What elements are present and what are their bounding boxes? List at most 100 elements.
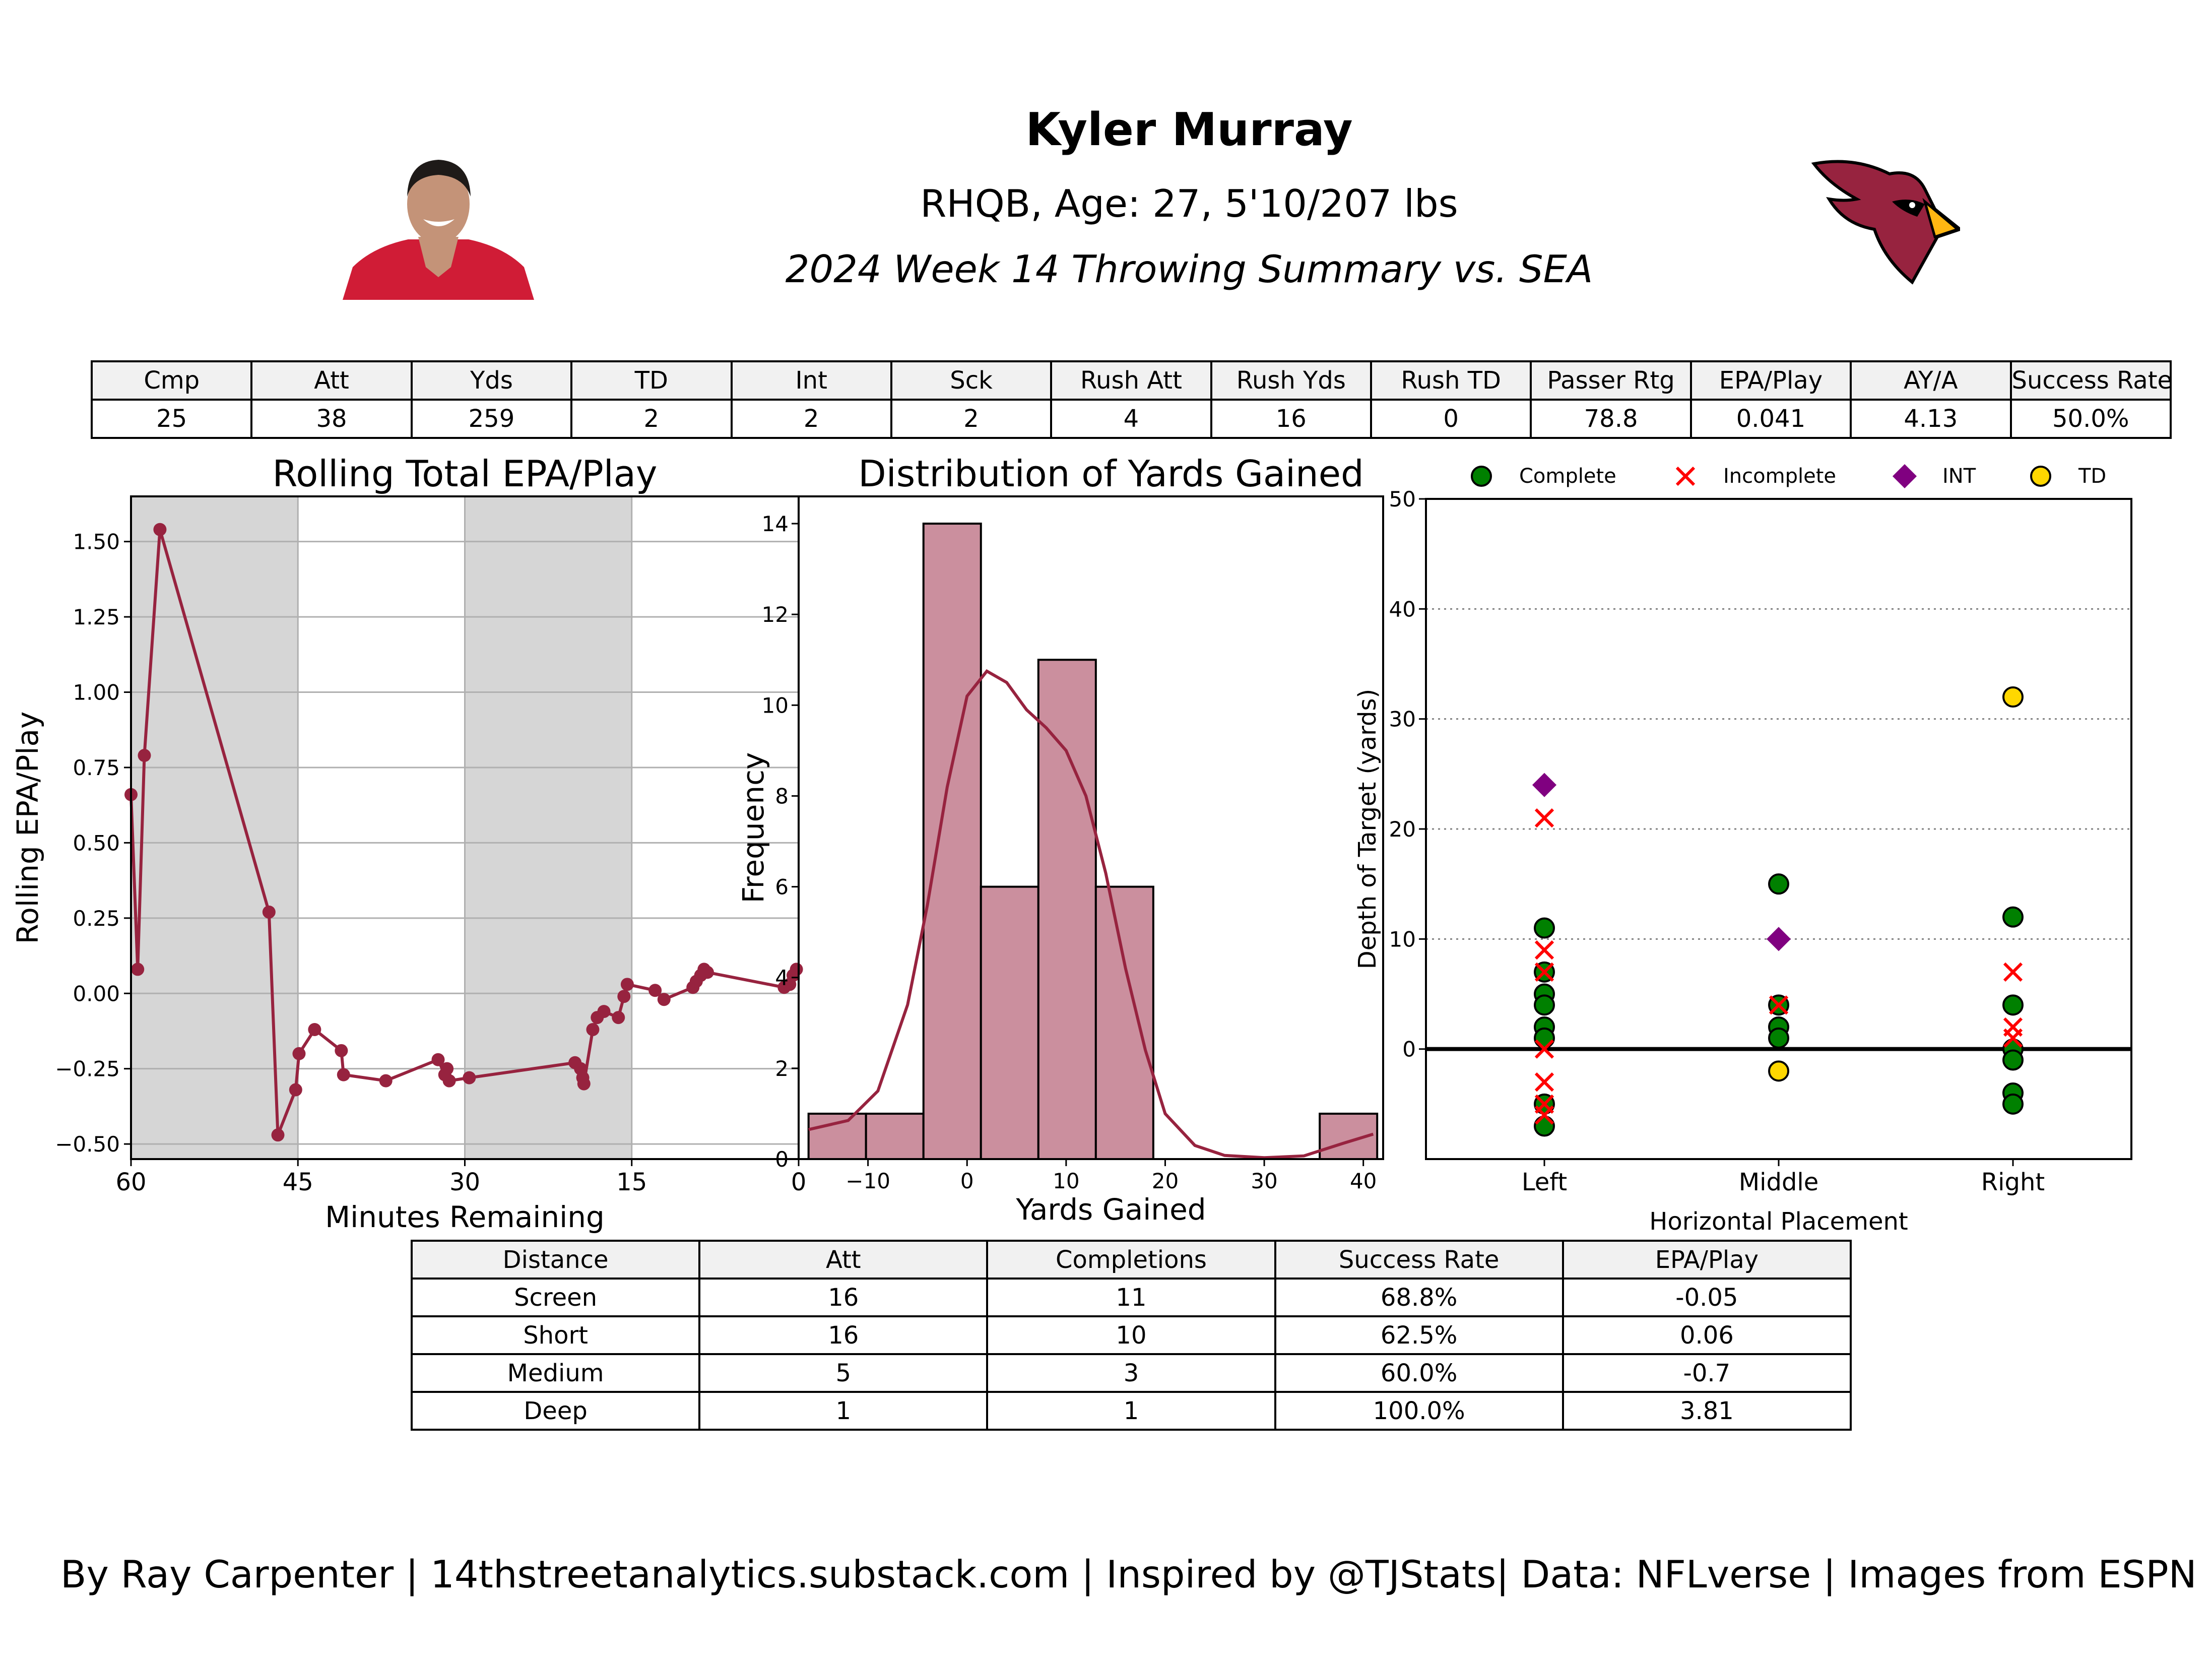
x-tick-label: 0 [960, 1169, 974, 1193]
kde-curve [808, 669, 1374, 1160]
stats-value-cell: 2 [890, 399, 1053, 439]
stats-value-cell: 78.8 [1530, 399, 1692, 439]
epa-point [463, 1071, 476, 1084]
point-complete [1534, 917, 1555, 939]
x-tick-label: Right [1981, 1168, 2045, 1196]
point-complete [1768, 1027, 1789, 1049]
x-axis-label: Horizontal Placement [1649, 1207, 1908, 1236]
point-complete [2002, 1093, 2024, 1115]
x-tick-label: 30 [1251, 1169, 1277, 1193]
distance-cell: 5 [698, 1353, 989, 1393]
stats-header-cell: AY/A [1850, 360, 2012, 401]
stats-header-cell: Passer Rtg [1530, 360, 1692, 401]
distance-cell: Deep [410, 1391, 701, 1431]
epa-point [790, 963, 803, 976]
legend-marker [1675, 466, 1696, 486]
histogram-bar [1037, 659, 1097, 1160]
footer-credits: By Ray Carpenter | 14thstreetanalytics.s… [60, 1552, 2197, 1597]
x-tick-label: Middle [1739, 1168, 1819, 1196]
legend-marker [1892, 464, 1917, 489]
cardinals-logo-icon [1811, 160, 1960, 285]
game-subtitle: 2024 Week 14 Throwing Summary vs. SEA [785, 247, 1593, 291]
histogram-bar [922, 523, 982, 1160]
epa-point [153, 523, 167, 536]
stats-header-cell: Sck [890, 360, 1053, 401]
epa-point [440, 1062, 454, 1075]
point-complete [2002, 906, 2024, 928]
point-complete [1534, 1115, 1555, 1137]
y-tick-label: 0.00 [73, 981, 120, 1006]
chart-title: Rolling Total EPA/Play [272, 453, 657, 495]
stats-value-cell: 25 [90, 399, 253, 439]
quarter-shade [131, 496, 298, 1159]
y-tick-label: 10 [762, 693, 789, 718]
point-incomplete [2003, 962, 2023, 982]
stats-value-cell: 38 [250, 399, 413, 439]
distance-cell: 16 [698, 1278, 989, 1317]
distance-cell: 3 [986, 1353, 1276, 1393]
distance-cell: Short [410, 1315, 701, 1355]
histogram-bar [865, 1112, 925, 1160]
stats-header-cell: TD [570, 360, 733, 401]
chart-frame [798, 495, 1384, 1160]
y-axis-label: Depth of Target (yards) [1353, 689, 1382, 969]
stats-value-cell: 0.041 [1689, 399, 1852, 439]
histogram-bar [980, 885, 1039, 1160]
epa-point [289, 1083, 302, 1097]
y-tick-label: 20 [1389, 817, 1416, 842]
epa-point [308, 1023, 321, 1036]
stats-header-cell: Rush TD [1370, 360, 1532, 401]
y-tick-label: 0.75 [73, 755, 120, 780]
legend-label: TD [2078, 465, 2106, 488]
stats-value-cell: 2 [730, 399, 892, 439]
distance-table: Distance Att Completions Success Rate EP… [410, 1240, 1852, 1431]
distance-cell: 0.06 [1562, 1315, 1852, 1355]
distance-header-cell: EPA/Play [1562, 1240, 1852, 1280]
legend-marker [2030, 466, 2051, 487]
distance-cell: 100.0% [1274, 1391, 1564, 1431]
distance-cell: Screen [410, 1278, 701, 1317]
distance-header-cell: Success Rate [1274, 1240, 1564, 1280]
epa-point [617, 990, 631, 1003]
stats-header-cell: Success Rate [2009, 360, 2172, 401]
epa-point [337, 1068, 350, 1081]
charts-canvas: −0.50−0.250.000.250.500.751.001.251.5060… [11, 453, 2132, 1236]
epa-point [262, 905, 276, 919]
table-row: Deep 1 1 100.0% 3.81 [410, 1391, 1852, 1431]
stats-table: Cmp Att Yds TD Int Sck Rush Att Rush Yds… [90, 360, 2172, 439]
distance-cell: -0.7 [1562, 1353, 1852, 1393]
point-incomplete [1534, 962, 1554, 982]
player-name: Kyler Murray [1025, 103, 1353, 156]
table-row: Screen 16 11 68.8% -0.05 [410, 1278, 1852, 1317]
epa-point [657, 993, 671, 1006]
stats-value-cell: 16 [1210, 399, 1373, 439]
distance-cell: 68.8% [1274, 1278, 1564, 1317]
y-tick-label: 0.25 [73, 906, 120, 931]
point-incomplete [2003, 1028, 2023, 1048]
player-bio: RHQB, Age: 27, 5'10/207 lbs [920, 181, 1458, 226]
y-tick-label: 2 [775, 1056, 789, 1081]
epa-point [700, 966, 714, 979]
point-td [1768, 1060, 1789, 1082]
epa-point [612, 1011, 625, 1025]
x-tick-label: 15 [616, 1168, 647, 1196]
point-complete [1768, 873, 1789, 895]
epa-point [138, 749, 151, 762]
point-complete [1534, 1027, 1555, 1049]
y-tick-label: 14 [762, 512, 789, 536]
chart-title: Distribution of Yards Gained [858, 453, 1363, 495]
stats-value-cell: 259 [410, 399, 573, 439]
point-int [1532, 773, 1557, 797]
y-tick-label: 12 [762, 602, 789, 627]
y-axis-label: Rolling EPA/Play [11, 712, 45, 944]
y-tick-label: 40 [1389, 597, 1416, 621]
x-tick-label: 20 [1152, 1169, 1179, 1193]
stats-header-cell: Yds [410, 360, 573, 401]
x-tick-label: 40 [1350, 1169, 1377, 1193]
y-tick-label: 1.25 [73, 605, 120, 629]
point-complete [2002, 1049, 2024, 1071]
player-headshot [343, 160, 534, 300]
epa-point [379, 1074, 393, 1088]
distance-cell: -0.05 [1562, 1278, 1852, 1317]
y-tick-label: −0.50 [55, 1132, 120, 1157]
